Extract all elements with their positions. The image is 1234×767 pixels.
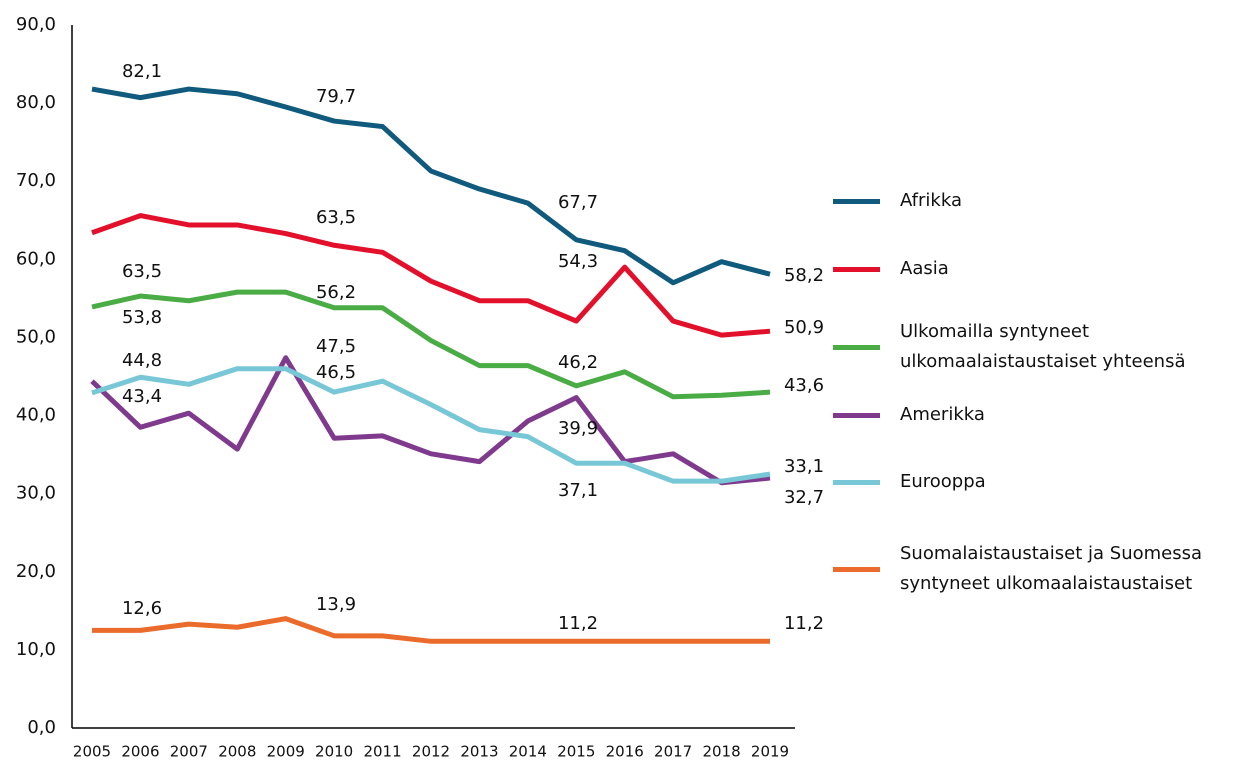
data-label: 11,2 xyxy=(784,613,824,634)
x-tick-label: 2016 xyxy=(606,743,644,761)
y-tick-label: 50,0 xyxy=(16,326,56,347)
data-label: 63,5 xyxy=(316,207,356,228)
legend-label: Aasia xyxy=(900,258,949,279)
x-tick-label: 2006 xyxy=(121,743,159,761)
legend-label: Suomalaistaustaiset ja Suomessa syntynee… xyxy=(900,543,1203,594)
legend-label: Afrikka xyxy=(900,190,962,211)
data-label: 63,5 xyxy=(122,261,162,282)
y-tick-label: 60,0 xyxy=(16,248,56,269)
series-line xyxy=(91,86,771,286)
x-tick-label: 2011 xyxy=(363,743,401,761)
x-tick-label: 2019 xyxy=(751,743,789,761)
y-tick-label: 70,0 xyxy=(16,170,56,191)
data-label: 56,2 xyxy=(316,282,356,303)
data-label: 50,9 xyxy=(784,317,824,338)
x-tick-label: 2008 xyxy=(218,743,256,761)
series-line xyxy=(92,616,770,644)
legend-swatch xyxy=(833,267,880,272)
y-tick-label: 20,0 xyxy=(16,561,56,582)
data-label: 39,9 xyxy=(558,418,598,439)
y-tick-label: 40,0 xyxy=(16,405,56,426)
x-tick-label: 2012 xyxy=(412,743,450,761)
legend-swatch xyxy=(833,413,880,418)
x-tick-label: 2017 xyxy=(654,743,692,761)
x-tick-label: 2005 xyxy=(73,743,111,761)
data-label: 67,7 xyxy=(558,192,598,213)
data-label: 46,5 xyxy=(316,362,356,383)
legend-swatch xyxy=(833,480,880,485)
data-label: 79,7 xyxy=(316,86,356,107)
y-tick-label: 10,0 xyxy=(16,639,56,660)
data-label: 43,4 xyxy=(122,386,162,407)
x-tick-label: 2014 xyxy=(509,743,547,761)
data-label: 46,2 xyxy=(558,352,598,373)
series-line xyxy=(91,289,771,400)
y-tick-label: 90,0 xyxy=(16,14,56,35)
x-tick-label: 2007 xyxy=(170,743,208,761)
series-line xyxy=(90,355,771,486)
series-line xyxy=(91,213,771,338)
data-label: 12,6 xyxy=(122,598,162,619)
x-tick-label: 2018 xyxy=(702,743,740,761)
data-label: 44,8 xyxy=(122,350,162,371)
y-tick-label: 30,0 xyxy=(16,483,56,504)
x-tick-label: 2013 xyxy=(460,743,498,761)
legend-label: Amerikka xyxy=(900,404,985,425)
data-label: 33,1 xyxy=(784,456,824,477)
data-label: 37,1 xyxy=(558,480,598,501)
legend-swatch xyxy=(833,199,880,204)
data-label: 13,9 xyxy=(316,594,356,615)
data-label: 43,6 xyxy=(784,375,824,396)
data-label: 58,2 xyxy=(784,265,824,286)
data-label: 47,5 xyxy=(316,336,356,357)
data-label: 11,2 xyxy=(558,613,598,634)
legend-swatch xyxy=(833,567,880,572)
x-tick-label: 2015 xyxy=(557,743,595,761)
x-tick-label: 2009 xyxy=(267,743,305,761)
data-label: 82,1 xyxy=(122,61,162,82)
data-label: 32,7 xyxy=(784,487,824,508)
legend-swatch xyxy=(833,345,880,350)
legend-label: Eurooppa xyxy=(900,471,986,492)
data-label: 53,8 xyxy=(122,307,162,328)
data-label: 54,3 xyxy=(558,251,598,272)
series-line xyxy=(91,366,771,484)
legend-label: Ulkomailla syntyneet ulkomaalaistaustais… xyxy=(900,321,1186,372)
y-tick-label: 0,0 xyxy=(27,717,56,738)
y-tick-label: 80,0 xyxy=(16,92,56,113)
x-tick-label: 2010 xyxy=(315,743,353,761)
